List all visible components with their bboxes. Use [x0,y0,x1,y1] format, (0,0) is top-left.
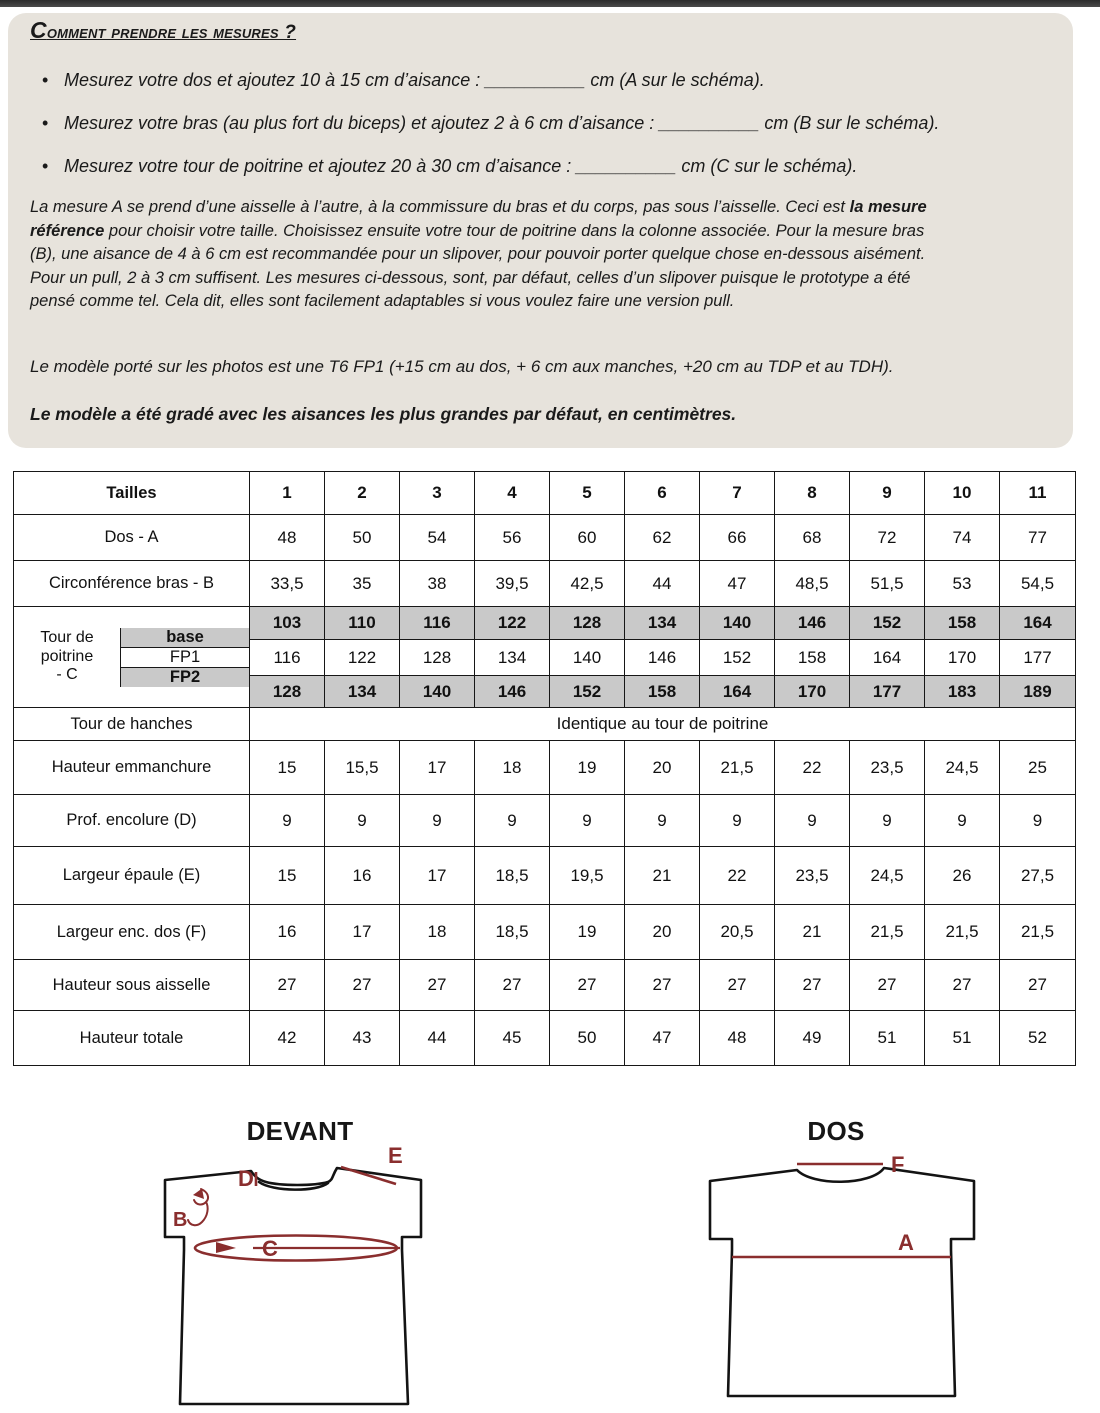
svg-text:F: F [891,1152,904,1177]
svg-text:A: A [898,1230,914,1255]
svg-text:C: C [262,1236,278,1261]
svg-text:D: D [238,1166,254,1191]
svg-text:DOS: DOS [807,1116,864,1146]
svg-text:DEVANT: DEVANT [247,1116,354,1146]
svg-text:E: E [388,1143,403,1168]
svg-text:B: B [173,1209,187,1231]
